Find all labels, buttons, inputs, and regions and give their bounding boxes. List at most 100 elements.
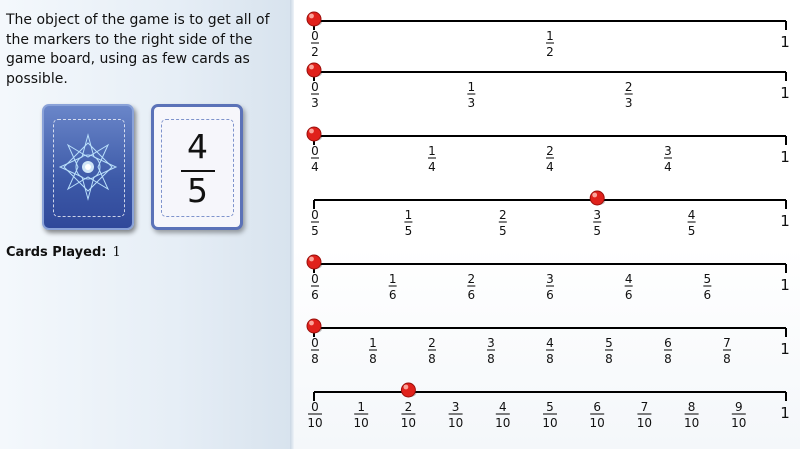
tick-denominator: 6 xyxy=(389,288,397,302)
tick-denominator: 5 xyxy=(593,224,601,238)
tick-label-0-5: 05 xyxy=(311,208,319,238)
marker-highlight xyxy=(309,320,314,326)
tick-denominator: 8 xyxy=(487,352,495,366)
tick-label-3-4: 34 xyxy=(664,144,672,174)
card-numerator: 4 xyxy=(187,127,208,166)
instructions-text: The object of the game is to get all of … xyxy=(6,12,270,87)
tick-label-6-10: 610 xyxy=(590,400,605,430)
tick-numerator: 4 xyxy=(546,336,554,350)
marker-ball xyxy=(306,11,322,27)
tick-denominator: 10 xyxy=(590,416,605,430)
left-panel: The object of the game is to get all of … xyxy=(0,0,290,449)
marker[interactable] xyxy=(306,254,322,270)
end-label-one: 1 xyxy=(780,148,790,166)
tick-numerator: 2 xyxy=(625,80,633,94)
marker-highlight xyxy=(309,64,314,70)
tick-denominator: 2 xyxy=(546,45,554,59)
tick-label-0-3: 03 xyxy=(311,80,319,110)
tick-label-5-8: 58 xyxy=(605,336,613,366)
tick-numerator: 6 xyxy=(593,400,601,414)
tick-denominator: 6 xyxy=(625,288,633,302)
tick-numerator: 1 xyxy=(468,80,476,94)
tick-denominator: 4 xyxy=(428,160,436,174)
tick-numerator: 3 xyxy=(593,208,601,222)
end-label-one: 1 xyxy=(780,340,790,358)
tick-numerator: 7 xyxy=(723,336,731,350)
tick-denominator: 5 xyxy=(688,224,696,238)
tick-denominator: 6 xyxy=(704,288,712,302)
tick-label-1-2: 12 xyxy=(546,29,554,59)
tick-label-2-3: 23 xyxy=(624,80,633,110)
marker-highlight xyxy=(309,128,314,134)
tick-numerator: 0 xyxy=(311,144,319,158)
tick-denominator: 4 xyxy=(546,160,554,174)
tick-label-4-6: 46 xyxy=(624,272,633,302)
card-deck[interactable] xyxy=(42,104,134,230)
tick-denominator: 6 xyxy=(546,288,554,302)
marker-ball xyxy=(306,254,322,270)
tick-label-1-4: 14 xyxy=(428,144,436,174)
tick-denominator: 5 xyxy=(499,224,507,238)
marker[interactable] xyxy=(400,382,417,398)
tick-label-7-8: 78 xyxy=(723,336,731,366)
tick-numerator: 0 xyxy=(311,208,319,222)
current-card-border: 4 5 xyxy=(161,119,234,217)
tick-label-3-5: 35 xyxy=(593,208,602,238)
cards-played: Cards Played: 1 xyxy=(6,245,121,260)
marker-ball xyxy=(306,126,322,142)
cards-played-label: Cards Played: xyxy=(6,245,107,260)
tick-denominator: 10 xyxy=(637,416,652,430)
tick-denominator: 10 xyxy=(307,416,322,430)
tick-denominator: 3 xyxy=(468,96,476,110)
tick-label-3-10: 310 xyxy=(448,400,463,430)
tick-denominator: 4 xyxy=(664,160,672,174)
tick-label-0-2: 02 xyxy=(311,29,319,59)
tick-numerator: 2 xyxy=(546,144,554,158)
marker-ball xyxy=(306,318,322,334)
marker-highlight xyxy=(403,384,409,390)
marker[interactable] xyxy=(589,190,606,206)
tick-label-1-10: 110 xyxy=(354,400,369,430)
cards-played-value: 1 xyxy=(112,245,121,260)
panel-divider xyxy=(290,0,294,449)
deck-card-border xyxy=(53,119,125,217)
tick-numerator: 7 xyxy=(641,400,649,414)
number-lines: 0212103132310414243410515253545106162636… xyxy=(306,11,790,430)
end-label-one: 1 xyxy=(780,276,790,294)
tick-label-9-10: 910 xyxy=(731,400,746,430)
tick-denominator: 8 xyxy=(723,352,731,366)
tick-label-2-5: 25 xyxy=(498,208,507,238)
tick-denominator: 8 xyxy=(311,352,319,366)
marker[interactable] xyxy=(306,11,322,27)
marker[interactable] xyxy=(306,126,322,142)
tick-numerator: 4 xyxy=(688,208,696,222)
card-fraction-bar xyxy=(181,170,215,172)
tick-label-1-3: 13 xyxy=(467,80,476,110)
tick-numerator: 3 xyxy=(452,400,460,414)
tick-denominator: 8 xyxy=(605,352,613,366)
tick-denominator: 3 xyxy=(625,96,633,110)
tick-numerator: 0 xyxy=(311,272,319,286)
tick-label-0-4: 04 xyxy=(311,144,319,174)
tick-numerator: 3 xyxy=(664,144,672,158)
marker[interactable] xyxy=(306,62,322,78)
tick-denominator: 8 xyxy=(369,352,377,366)
tick-denominator: 2 xyxy=(311,45,319,59)
tick-numerator: 1 xyxy=(389,272,397,286)
tick-numerator: 1 xyxy=(546,29,554,43)
marker-ball xyxy=(306,62,322,78)
tick-denominator: 10 xyxy=(354,416,369,430)
tick-numerator: 0 xyxy=(311,29,319,43)
marker-ball xyxy=(400,382,416,398)
marker[interactable] xyxy=(306,318,322,334)
tick-denominator: 3 xyxy=(311,96,319,110)
tick-denominator: 8 xyxy=(428,352,436,366)
tick-numerator: 3 xyxy=(546,272,554,286)
tick-denominator: 10 xyxy=(448,416,463,430)
marker-highlight xyxy=(592,192,598,198)
tick-label-1-5: 15 xyxy=(404,208,413,238)
